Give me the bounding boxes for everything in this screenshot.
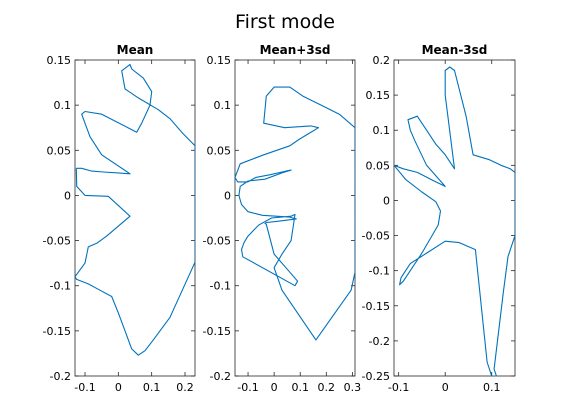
x-tick-label: -0.1 bbox=[237, 381, 258, 394]
axes-frame bbox=[393, 59, 516, 377]
y-tick-label: 0 bbox=[383, 194, 390, 207]
subplot-title: Mean+3sd bbox=[260, 43, 331, 57]
y-tick-label: 0.1 bbox=[54, 99, 72, 112]
y-tick-label: -0.15 bbox=[362, 300, 390, 313]
y-tick-label: -0.15 bbox=[43, 325, 71, 338]
y-tick-label: -0.25 bbox=[362, 370, 390, 383]
y-tick-label: 0.15 bbox=[366, 89, 391, 102]
y-tick-label: 0.1 bbox=[214, 99, 232, 112]
x-tick-label: 0.1 bbox=[143, 381, 161, 394]
y-tick-label: -0.1 bbox=[210, 280, 231, 293]
x-tick-label: 0 bbox=[442, 381, 449, 394]
axes-frame bbox=[74, 59, 196, 377]
y-tick-label: 0 bbox=[64, 189, 71, 202]
y-tick-label: -0.2 bbox=[210, 370, 231, 383]
shape-outline-line bbox=[235, 86, 355, 341]
x-tick-label: 0.2 bbox=[176, 381, 194, 394]
subplot-3: Mean-3sd -0.1 0 0.1 -0.25 -0.2 -0.15 -0.1 -0.05 0… bbox=[362, 43, 516, 394]
y-tick-label: 0.05 bbox=[47, 144, 72, 157]
y-tick-label: 0 bbox=[224, 189, 231, 202]
x-tick-label: 0 bbox=[271, 381, 278, 394]
shape-outline-line bbox=[75, 63, 195, 356]
y-tick-label: -0.2 bbox=[50, 370, 71, 383]
subplot-2: Mean+3sd -0.1 0 0.1 0.2 0.3 -0.2 -0.15 -0.1 -0.05… bbox=[203, 43, 362, 394]
y-tick-label: -0.1 bbox=[369, 265, 390, 278]
x-tick-label: -0.1 bbox=[74, 381, 95, 394]
y-tick-label: 0.1 bbox=[373, 124, 391, 137]
x-tick-label: 0.1 bbox=[483, 381, 501, 394]
y-tick-label: -0.2 bbox=[369, 335, 390, 348]
x-tick-label: 0 bbox=[115, 381, 122, 394]
y-tick-label: 0.15 bbox=[207, 54, 232, 67]
y-tick-label: 0.2 bbox=[373, 54, 391, 67]
subplot-title: Mean-3sd bbox=[422, 43, 488, 57]
x-tick-label: 0.2 bbox=[318, 381, 336, 394]
subplot-title: Mean bbox=[117, 43, 154, 57]
subplot-grid: Mean -0.1 0 0.1 0.2 -0.2 -0.15 -0.1 -0.05 0 0.05 0.… bbox=[43, 43, 516, 394]
x-tick-label: -0.1 bbox=[388, 381, 409, 394]
y-tick-label: -0.15 bbox=[203, 325, 231, 338]
subplot-1: Mean -0.1 0 0.1 0.2 -0.2 -0.15 -0.1 -0.05 0 0.05 0.… bbox=[43, 43, 196, 394]
y-tick-label: 0.05 bbox=[207, 144, 232, 157]
y-tick-label: -0.05 bbox=[43, 235, 71, 248]
figure-title: First mode bbox=[235, 11, 335, 33]
y-tick-label: -0.1 bbox=[50, 280, 71, 293]
y-tick-label: -0.05 bbox=[362, 230, 390, 243]
y-tick-label: -0.05 bbox=[203, 235, 231, 248]
y-tick-label: 0.05 bbox=[366, 159, 391, 172]
shape-outline-line bbox=[394, 66, 515, 376]
x-tick-label: 0.3 bbox=[344, 381, 362, 394]
y-tick-label: 0.15 bbox=[47, 54, 72, 67]
x-tick-label: 0.1 bbox=[291, 381, 309, 394]
